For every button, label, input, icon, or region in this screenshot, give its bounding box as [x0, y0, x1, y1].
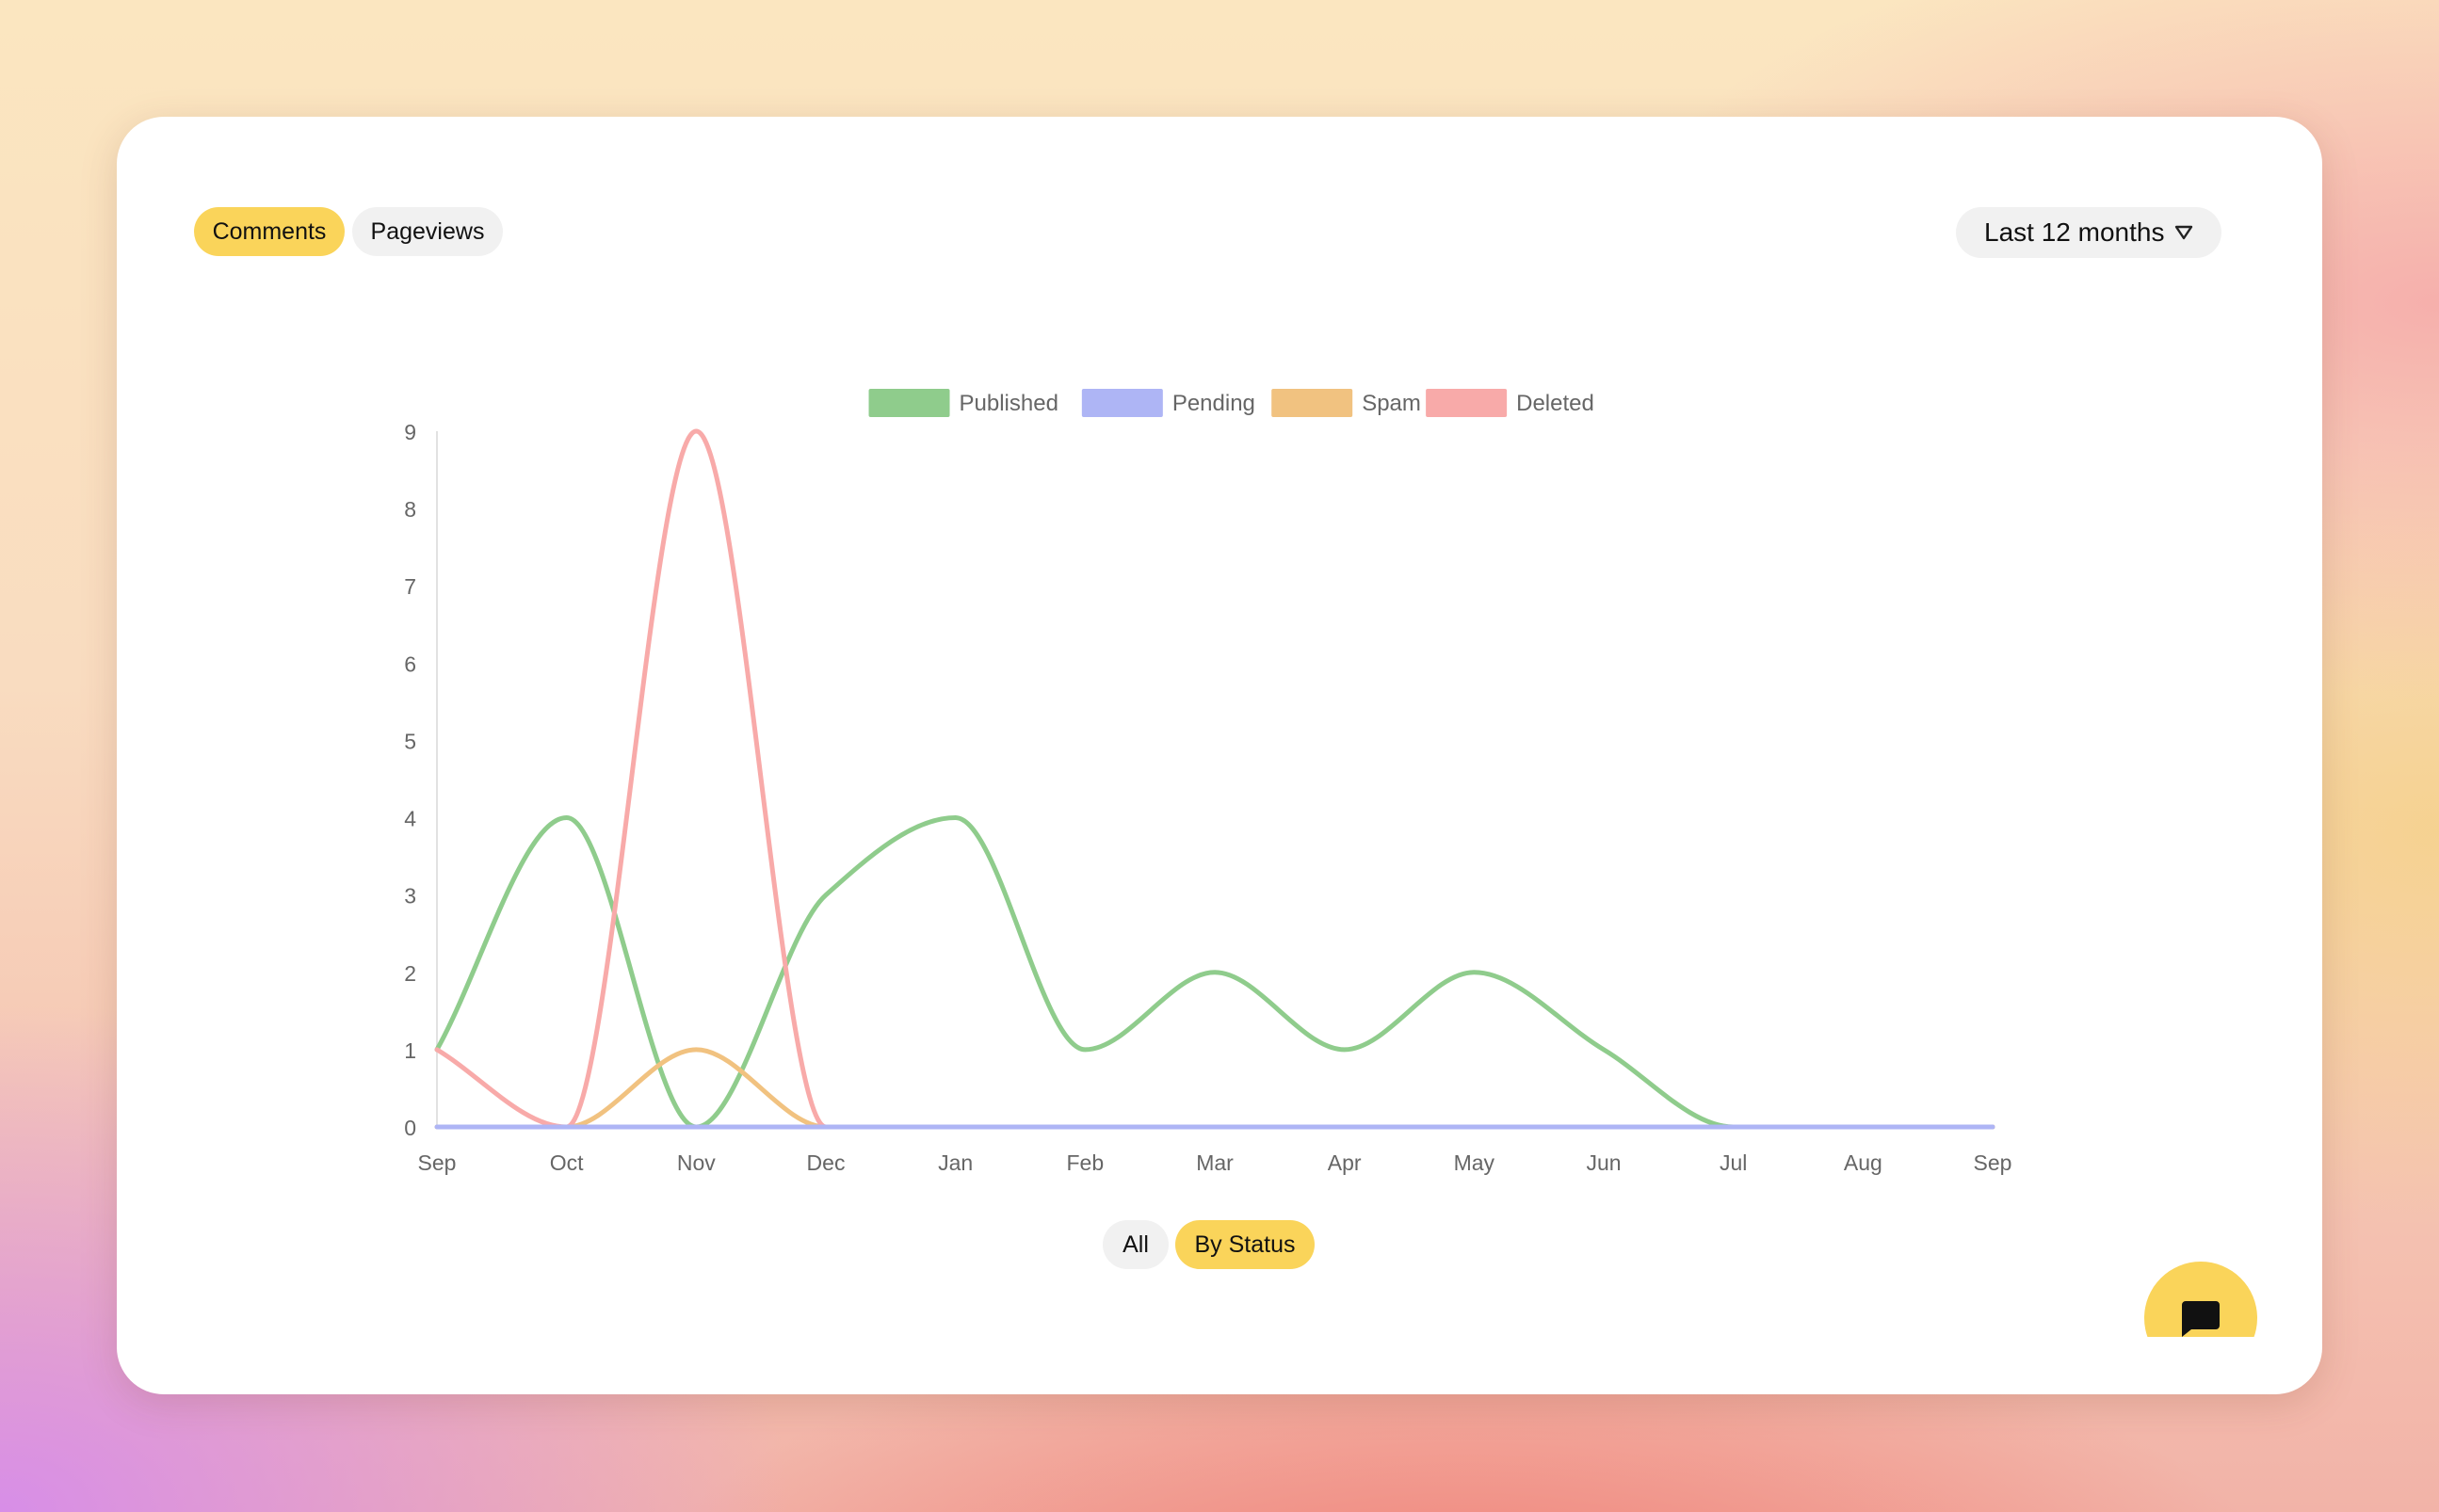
y-tick-label: 0: [404, 1116, 416, 1140]
x-tick-label: Mar: [1196, 1150, 1234, 1175]
chevron-down-icon: [2174, 225, 2193, 240]
y-tick-label: 9: [404, 420, 416, 444]
tab-pageviews[interactable]: Pageviews: [352, 207, 503, 256]
legend-label-deleted: Deleted: [1516, 391, 1594, 416]
legend-label-pending: Pending: [1172, 391, 1255, 416]
series-line-published: [434, 815, 1995, 1130]
legend-swatch-deleted: [1426, 389, 1508, 417]
legend-label-spam: Spam: [1362, 391, 1421, 416]
x-tick-label: Apr: [1328, 1150, 1362, 1175]
y-tick-label: 8: [404, 497, 416, 522]
mode-by-status-button[interactable]: By Status: [1175, 1220, 1315, 1269]
x-tick-label: Aug: [1844, 1150, 1882, 1175]
chat-button[interactable]: [2144, 1262, 2257, 1337]
legend-swatch-spam: [1271, 389, 1353, 417]
legend-label-published: Published: [960, 391, 1058, 416]
legend-swatch-published: [868, 389, 950, 417]
legend-swatch-pending: [1081, 389, 1163, 417]
y-tick-label: 7: [404, 574, 416, 599]
chat-button-clip: [2132, 1247, 2273, 1337]
x-tick-label: Sep: [418, 1150, 457, 1175]
chat-bubble-icon: [2182, 1301, 2220, 1337]
x-tick-label: Sep: [1974, 1150, 2012, 1175]
x-tick-label: Oct: [550, 1150, 584, 1175]
stats-card: Comments Pageviews Last 12 months 0 1 2 3 4 5…: [117, 117, 2322, 1394]
x-tick-label: May: [1454, 1150, 1495, 1175]
y-tick-label: 1: [404, 1038, 416, 1063]
series-line-spam: [434, 1047, 1995, 1130]
y-tick-label: 4: [404, 807, 416, 831]
x-tick-label: Jul: [1720, 1150, 1747, 1175]
mode-all-button[interactable]: All: [1103, 1220, 1169, 1269]
series-line-deleted: [434, 428, 1995, 1130]
x-tick-label: Feb: [1067, 1150, 1105, 1175]
x-tick-label: Jun: [1586, 1150, 1621, 1175]
tab-comments[interactable]: Comments: [194, 207, 345, 256]
y-tick-label: 3: [404, 884, 416, 909]
y-tick-label: 5: [404, 729, 416, 753]
comments-line-chart: 0 1 2 3 4 5 6 7 8 9 Sep Oct Nov Dec Jan Feb Mar Apr May Jun…: [404, 389, 2012, 1175]
y-tick-label: 2: [404, 961, 416, 986]
date-range-value: Last 12 months: [1984, 217, 2165, 247]
x-tick-label: Nov: [677, 1150, 716, 1175]
x-tick-label: Jan: [938, 1150, 973, 1175]
x-tick-label: Dec: [807, 1150, 846, 1175]
date-range-select[interactable]: Last 12 months: [1956, 207, 2221, 258]
y-tick-label: 6: [404, 651, 416, 676]
